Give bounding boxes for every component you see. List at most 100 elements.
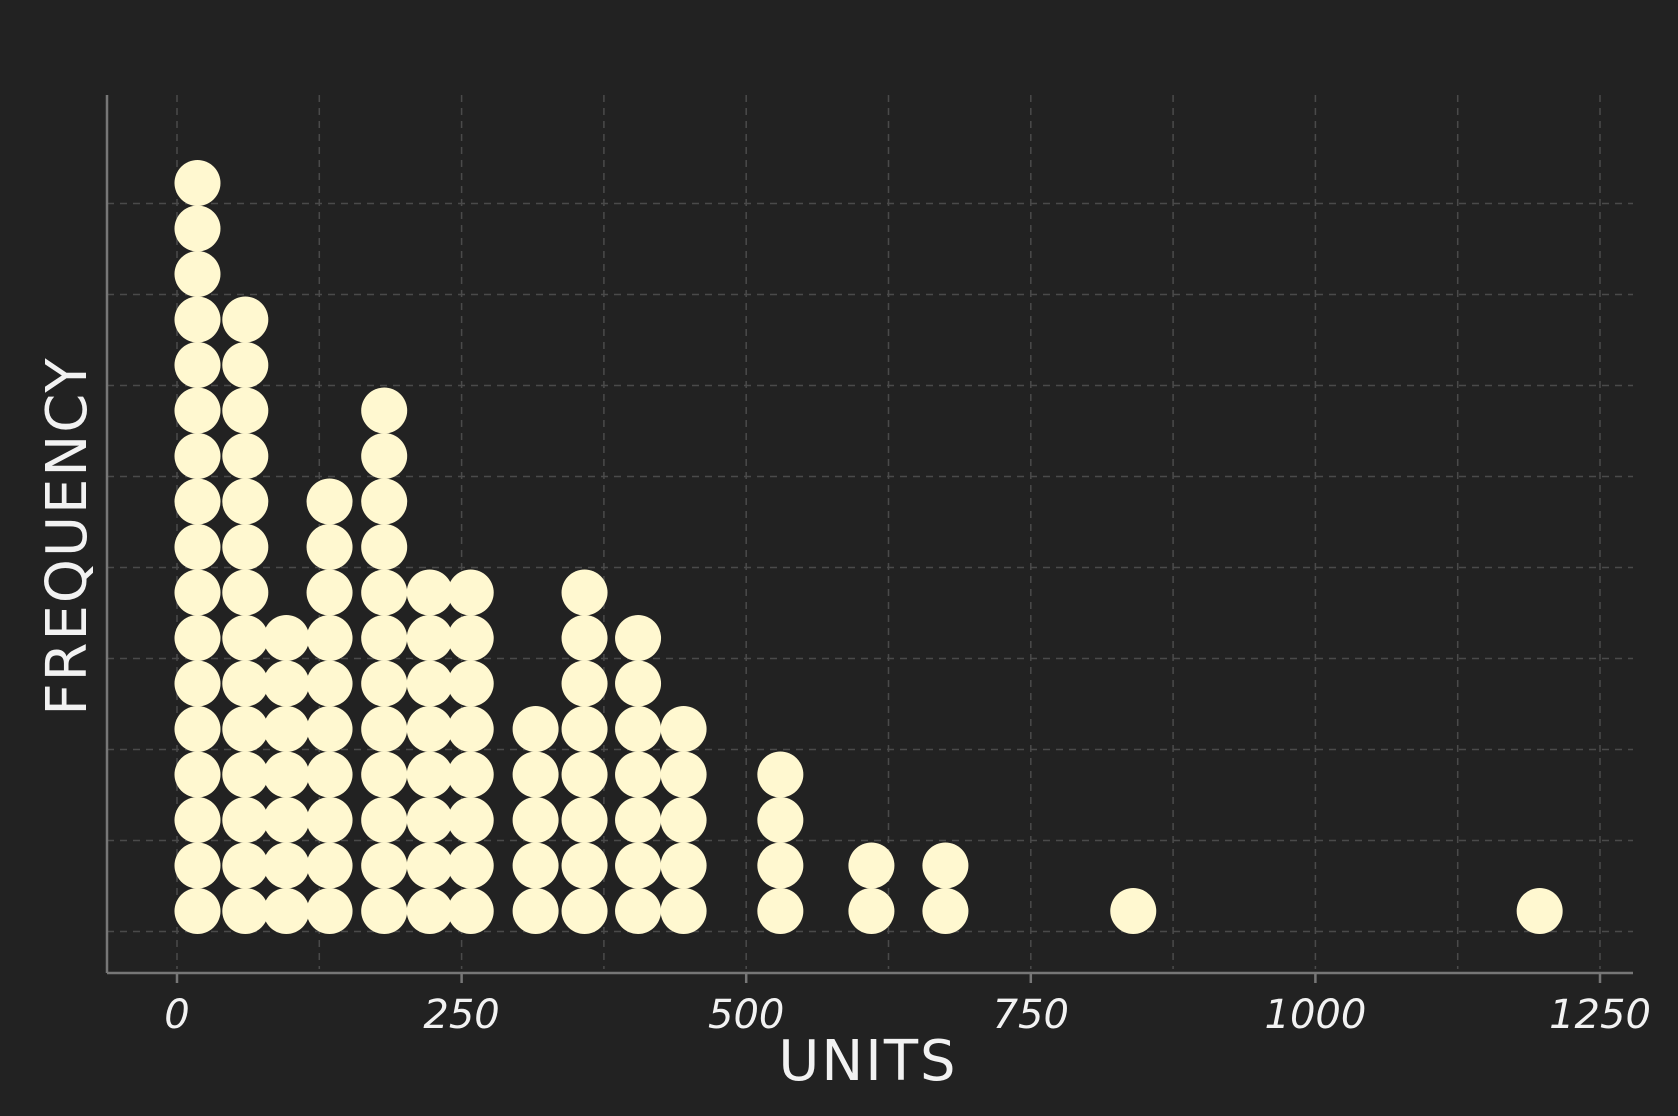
data-point <box>222 615 269 661</box>
data-point <box>615 888 662 934</box>
data-point <box>306 478 353 525</box>
x-tick-label: 250 <box>423 992 499 1038</box>
data-point <box>406 706 453 752</box>
data-point <box>922 842 969 889</box>
data-point <box>174 706 221 752</box>
data-point <box>306 569 353 616</box>
data-point <box>174 660 221 707</box>
data-point <box>361 524 408 570</box>
data-point <box>447 751 494 798</box>
data-point <box>306 706 353 752</box>
data-point <box>174 296 221 343</box>
data-point <box>306 888 353 934</box>
data-point <box>263 615 310 661</box>
data-point <box>174 569 221 616</box>
data-point <box>174 797 221 843</box>
data-point <box>615 615 662 661</box>
data-point <box>406 569 453 616</box>
data-point <box>263 660 310 707</box>
data-point <box>1110 888 1157 934</box>
data-point <box>222 706 269 752</box>
data-point <box>561 615 608 661</box>
x-tick-label: 1000 <box>1265 992 1367 1038</box>
data-point <box>263 797 310 843</box>
data-point <box>615 706 662 752</box>
data-point <box>512 797 559 843</box>
data-point <box>1516 888 1563 934</box>
data-point <box>263 842 310 889</box>
data-point <box>306 615 353 661</box>
data-point <box>406 797 453 843</box>
data-point <box>222 751 269 798</box>
data-point <box>615 660 662 707</box>
data-point <box>406 751 453 798</box>
data-point <box>757 888 804 934</box>
data-point <box>222 387 269 434</box>
data-point <box>561 706 608 752</box>
data-point <box>757 842 804 889</box>
x-axis-title: UNITS <box>778 1029 957 1094</box>
data-point <box>222 433 269 479</box>
data-point <box>447 842 494 889</box>
data-point <box>561 660 608 707</box>
data-point <box>406 842 453 889</box>
data-point <box>512 842 559 889</box>
data-point <box>361 387 408 434</box>
data-point <box>660 842 707 889</box>
data-point <box>361 706 408 752</box>
data-point <box>174 387 221 434</box>
data-point <box>447 569 494 616</box>
data-point <box>174 160 221 206</box>
data-point <box>306 751 353 798</box>
data-point <box>222 478 269 525</box>
data-point <box>406 660 453 707</box>
data-point <box>263 706 310 752</box>
data-point <box>306 842 353 889</box>
data-point <box>174 478 221 525</box>
data-point <box>306 524 353 570</box>
data-point <box>174 888 221 934</box>
data-point <box>222 797 269 843</box>
data-point <box>512 888 559 934</box>
data-point <box>222 660 269 707</box>
data-point <box>222 842 269 889</box>
data-point <box>512 751 559 798</box>
data-point <box>222 569 269 616</box>
data-point <box>615 751 662 798</box>
data-point <box>222 888 269 934</box>
data-point <box>174 342 221 388</box>
data-point <box>512 706 559 752</box>
data-point <box>174 615 221 661</box>
x-tick-label: 500 <box>708 992 784 1038</box>
x-tick-label: 1250 <box>1549 992 1651 1038</box>
data-point <box>561 569 608 616</box>
axes-layer <box>105 95 1633 983</box>
data-point <box>174 524 221 570</box>
data-point <box>757 797 804 843</box>
data-point <box>447 797 494 843</box>
y-axis-title: FREQUENCY <box>35 356 100 715</box>
data-point <box>406 615 453 661</box>
data-point <box>174 205 221 252</box>
data-point <box>660 751 707 798</box>
data-point <box>361 751 408 798</box>
data-point <box>361 569 408 616</box>
labels-layer: 0 250 500 750 1000 1250 <box>164 992 1651 1038</box>
data-point <box>615 842 662 889</box>
data-point <box>447 660 494 707</box>
data-point <box>361 797 408 843</box>
data-point <box>561 888 608 934</box>
data-point <box>361 888 408 934</box>
data-point <box>306 660 353 707</box>
data-point <box>361 842 408 889</box>
data-point <box>447 706 494 752</box>
data-point <box>361 660 408 707</box>
data-point <box>757 751 804 798</box>
data-point <box>174 251 221 297</box>
data-point <box>922 888 969 934</box>
data-point <box>222 342 269 388</box>
data-point <box>848 842 895 889</box>
x-tick-label: 750 <box>993 992 1069 1038</box>
